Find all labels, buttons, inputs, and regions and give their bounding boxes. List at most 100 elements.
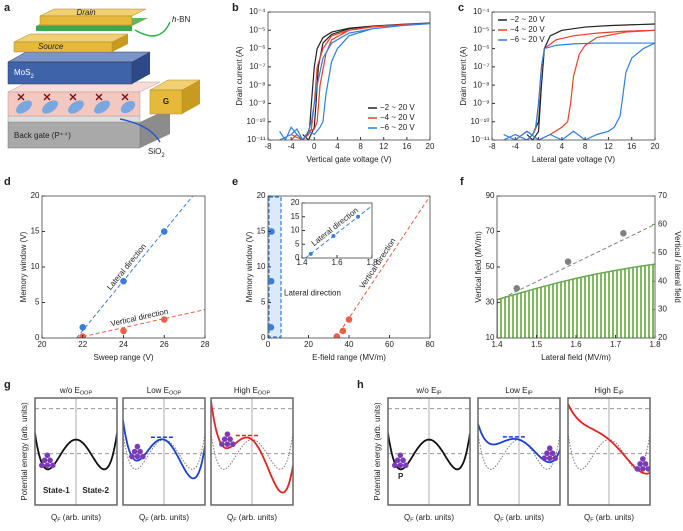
y-tick-label: 30 [486,298,495,307]
y-axis-title: Vertical field (MV/m) [474,231,483,303]
dipole-dot [640,466,646,472]
dipole-dot [397,452,404,459]
x-tick-label: 20 [426,142,435,151]
x-tick-label: 16 [402,142,411,151]
potential-curve [478,423,560,464]
dipole-dot [224,441,231,447]
x-tick-label: 4 [335,142,340,151]
x-axis-title: E-field range (MV/m) [312,353,386,362]
potential-curve [388,433,470,471]
x-tick-label: 0 [536,142,541,151]
point [331,234,336,238]
x-tick-label: 12 [604,142,613,151]
fit-line [76,309,205,338]
label-rest: (arb. units) [61,513,102,522]
energy-content [123,398,205,505]
channel-sub: 2 [30,74,34,80]
energy-title: Low EIP [505,386,533,397]
dipole-dot [134,443,141,450]
y-tick-label: 0 [261,333,266,342]
y2-axis-title: Vertical / lateral field [673,231,682,303]
point [120,277,127,285]
x-tick-label: -4 [288,142,296,151]
dipole-dot [221,436,228,442]
energy-content [211,398,293,505]
x-tick-label: 60 [385,340,394,349]
y-tick-label: 0 [295,253,300,262]
label-sub: F [590,518,594,524]
fit-line [335,196,430,338]
x-tick-label: 20 [651,142,660,151]
frame [496,195,656,339]
plot-content [279,22,430,140]
dipole-dot [400,457,406,464]
energy-title: Low EOOP [147,386,182,397]
x-tick-label: 1.4 [296,258,308,267]
y-tick-label: 10⁻¹⁰ [247,117,266,126]
y-tick-label: 10⁻¹¹ [471,135,490,144]
label-rest: (arb. units) [237,513,278,522]
dipole-dot [549,450,556,457]
y-tick-label: 15 [31,227,40,236]
energy-frame [477,397,561,506]
data-line [279,23,430,140]
frame [301,202,373,259]
energy-title: w/o EIP [415,386,442,397]
x-tick-label: 20 [38,340,47,349]
energy-content [388,398,470,505]
label-rest: (arb. units) [504,513,545,522]
dipole-dot [219,441,225,447]
polarization-label: P [398,472,404,481]
y-tick-label: 10⁻⁷ [473,62,489,71]
x-axis-title: QF (arb. units) [404,513,454,524]
y-tick-label: 20 [257,191,266,200]
dipole-dot [134,453,141,460]
dielectric-sub: 2 [161,153,165,159]
source-side [112,34,128,52]
dipole-dot [403,462,409,469]
frame [41,195,206,339]
x-tick-label: 4 [560,142,565,151]
energy-frame [567,397,651,506]
title-sub: IP [618,391,624,397]
channel-top [7,51,151,63]
title-sub: OOP [169,391,182,397]
y-tick-label: 10 [486,333,495,342]
area-fill [497,264,655,338]
x-tick-label: 1.6 [331,258,343,267]
panel-label: h [357,379,364,391]
label-sub: F [500,518,504,524]
dipole-dot [129,453,135,460]
dipole-dot [137,448,143,455]
x-tick-label: 1.5 [531,340,543,349]
y-tick-label: 5 [295,239,300,248]
channel [7,61,133,85]
frame [267,11,431,141]
dipole-dot [131,448,138,455]
source-label: Source [38,42,64,51]
y-tick-label: 10⁻⁵ [473,25,489,34]
x-tick-label: 0 [312,142,317,151]
energy-panel: w/o EOOP QF (arb. units) State-1 State-2 [34,386,118,524]
dipole-dot [541,455,548,462]
point [339,327,347,335]
energy-panel: Low EOOP QF (arb. units) [122,386,206,524]
label-text: Q [139,513,145,522]
x-tick-label: 20 [304,340,313,349]
point [308,251,313,256]
title-text: Low E [505,386,527,395]
dipole-dot [637,461,643,467]
y-axis-title: Memory window (V) [245,231,254,302]
legend-label: −4 ~ 20 V [510,25,545,34]
dipole-dot [640,456,646,462]
y-axis-title: Potential energy (arb. units) [20,402,29,501]
plot-content [76,196,205,338]
dipole-dot [227,436,233,442]
x-tick-label: 1.8 [649,340,661,349]
dipole-dot [224,431,231,437]
legend-label: −4 ~ 20 V [380,113,415,122]
x-tick-label: 16 [627,142,636,151]
drain-label: Drain [76,8,96,17]
dipole-dot [634,466,641,472]
